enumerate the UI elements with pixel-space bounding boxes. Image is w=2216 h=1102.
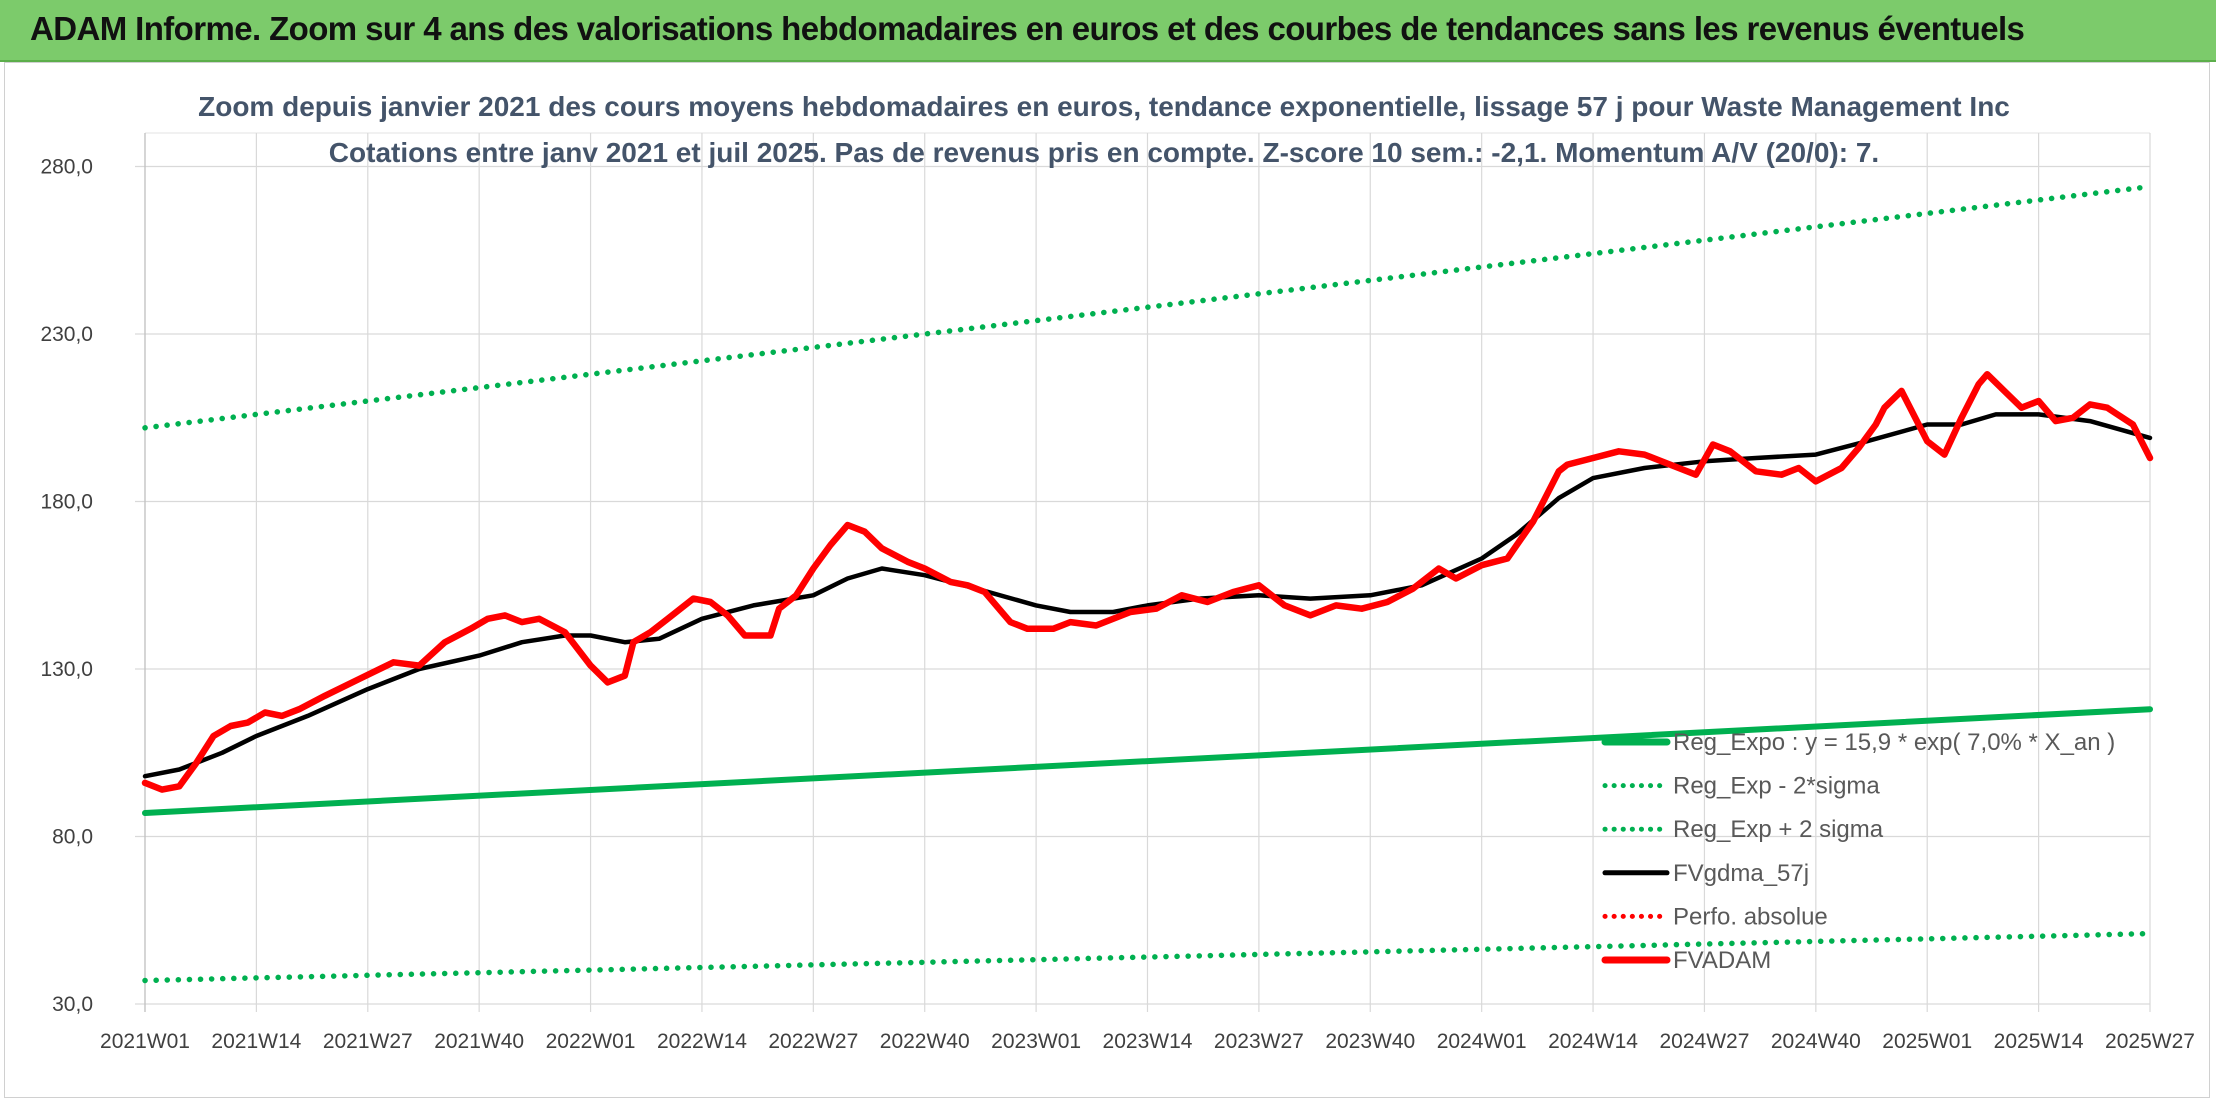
- x-tick-label: 2021W01: [100, 1030, 190, 1053]
- y-tick-label: 280,0: [40, 156, 93, 179]
- series-reg-exp-2-sigma: [142, 183, 2153, 431]
- x-tick-label: 2025W01: [1882, 1030, 1972, 1053]
- x-tick-label: 2022W40: [880, 1030, 970, 1053]
- legend-label: Reg_Expo : y = 15,9 * exp( 7,0% * X_an ): [1673, 729, 2115, 756]
- series-reg-exp-2-sigma: [142, 930, 2153, 984]
- grid: [135, 132, 2151, 1012]
- series: [141, 183, 2154, 984]
- y-tick-label: 130,0: [40, 658, 93, 681]
- y-tick-label: 80,0: [52, 826, 93, 849]
- legend-label: FVgdma_57j: [1673, 860, 1809, 887]
- legend-label: Perfo. absolue: [1673, 903, 1828, 930]
- x-tick-label: 2022W14: [657, 1030, 747, 1053]
- x-tick-label: 2024W40: [1771, 1030, 1861, 1053]
- x-tick-label: 2025W27: [2105, 1030, 2195, 1053]
- chart-frame: [4, 62, 2210, 1098]
- x-tick-label: 2023W27: [1214, 1030, 1304, 1053]
- x-tick-label: 2023W14: [1103, 1030, 1193, 1053]
- legend-label: Reg_Exp - 2*sigma: [1673, 773, 1880, 800]
- legend-label: FVADAM: [1673, 947, 1771, 974]
- x-tick-label: 2022W01: [546, 1030, 636, 1053]
- y-tick-label: 180,0: [40, 491, 93, 514]
- x-axis-ticks: 2021W01 2021W14 2021W27 2021W40 2022W01 2022W…: [100, 1030, 2195, 1053]
- banner-title: ADAM Informe. Zoom sur 4 ans des valoris…: [30, 10, 2025, 47]
- series-fvadam: [141, 370, 2154, 793]
- y-tick-label: 30,0: [52, 993, 93, 1016]
- chart-subtitle: Cotations entre janv 2021 et juil 2025. …: [329, 137, 1879, 168]
- x-tick-label: 2022W27: [768, 1030, 858, 1053]
- x-tick-label: 2021W40: [434, 1030, 524, 1053]
- x-tick-label: 2021W14: [211, 1030, 301, 1053]
- series-fvgdma-57j: [142, 412, 2153, 779]
- series-reg-expo-y-15-9-exp-7-0-x-an: [142, 706, 2153, 816]
- chart-title: Zoom depuis janvier 2021 des cours moyen…: [198, 91, 2010, 122]
- x-tick-label: 2023W40: [1325, 1030, 1415, 1053]
- legend-label: Reg_Exp + 2 sigma: [1673, 816, 1884, 843]
- x-tick-label: 2025W14: [1994, 1030, 2084, 1053]
- x-tick-label: 2024W27: [1659, 1030, 1749, 1053]
- x-tick-label: 2024W14: [1548, 1030, 1638, 1053]
- y-axis-ticks: 30,0 80,0 130,0 180,0 230,0 280,0: [40, 156, 93, 1017]
- x-tick-label: 2024W01: [1437, 1030, 1527, 1053]
- legend: Reg_Expo : y = 15,9 * exp( 7,0% * X_an )…: [1601, 729, 2115, 974]
- banner: ADAM Informe. Zoom sur 4 ans des valoris…: [0, 0, 2216, 62]
- x-tick-label: 2023W01: [991, 1030, 1081, 1053]
- y-tick-label: 230,0: [40, 323, 93, 346]
- x-tick-label: 2021W27: [323, 1030, 413, 1053]
